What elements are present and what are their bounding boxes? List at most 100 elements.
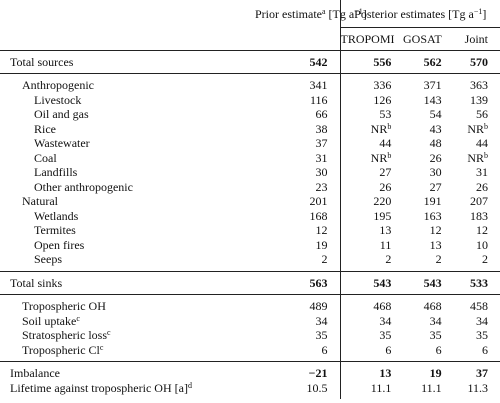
table-row: Wetlands 168 195 163 183 [0, 208, 500, 224]
cell-value: 336 [373, 78, 392, 93]
posterior-value: 12 [447, 223, 500, 238]
cell-value: 11.1 [370, 380, 392, 395]
cell-value: 458 [470, 299, 488, 314]
cell-value: 191 [423, 194, 442, 209]
posterior-value: 35 [393, 328, 446, 343]
label-text: Tropospheric OH [22, 299, 106, 314]
label-text: Anthropogenic [22, 78, 94, 93]
cell-text: NR [467, 150, 484, 165]
prior-header: Prior estimatea [Tg a−1] [255, 0, 367, 28]
label-text: Landfills [34, 165, 78, 180]
label-text: Total sinks [10, 275, 63, 290]
cell-value: 563 [309, 275, 328, 290]
prior-value: 66 [255, 107, 340, 122]
posterior-value: 163 [393, 209, 446, 224]
row-label: Oil and gas [0, 107, 255, 122]
prior-value: 341 [255, 74, 340, 93]
table-row: Stratospheric lossc 35 35 35 35 [0, 328, 500, 343]
row-label: Seeps [0, 252, 255, 272]
posterior-value: NRb [447, 151, 500, 166]
posterior-value: 2 [339, 252, 394, 272]
posterior-value: 54 [393, 107, 446, 122]
column-header: Joint [446, 27, 500, 51]
table-row: Rice 38 NRb 43 NRb [0, 121, 500, 137]
table-row: Coal 31 NRb 26 NRb [0, 150, 500, 166]
cell-value: 34 [379, 313, 392, 328]
cell-value: 139 [470, 92, 488, 107]
cell-value: 19 [315, 237, 328, 252]
label-text: Soil uptake [22, 313, 77, 328]
row-label: Wetlands [0, 209, 255, 224]
posterior-value: 10 [447, 238, 500, 253]
cell-value: 30 [429, 165, 442, 180]
label-text: Natural [22, 194, 58, 209]
cell-value: 12 [315, 223, 328, 238]
cell-value: 48 [429, 136, 442, 151]
cell-value: 6 [435, 342, 442, 357]
posterior-value: 37 [447, 362, 500, 381]
cell-value: 35 [315, 328, 328, 343]
label-text: Tropospheric Cl [22, 342, 100, 357]
table-row: Total sinks 563 543 543 533 [0, 271, 500, 295]
table-row: Oil and gas 66 53 54 56 [0, 107, 500, 122]
cell-value: 10.5 [306, 380, 328, 395]
posterior-value: 143 [393, 93, 446, 108]
posterior-value: 35 [339, 328, 394, 343]
label-text: Wastewater [34, 136, 90, 151]
cell-value: 38 [315, 121, 328, 136]
cell-value: 31 [315, 150, 328, 165]
header-text: Prior estimate [255, 6, 322, 21]
posterior-value: 53 [339, 107, 394, 122]
cell-text: NR [370, 121, 388, 136]
posterior-value: 363 [447, 74, 500, 93]
row-label: Rice [0, 122, 255, 137]
cell-value: 23 [315, 179, 328, 194]
posterior-value: 26 [393, 151, 446, 166]
footnote-mark: c [76, 313, 80, 323]
table-row: Tropospheric Clc 6 6 6 6 [0, 342, 500, 362]
cell-value: 37 [315, 136, 328, 151]
posterior-value: 31 [447, 165, 500, 180]
cell-value: 43 [429, 121, 442, 136]
prior-value: 116 [255, 93, 340, 108]
table-row: Other anthropogenic 23 26 27 26 [0, 179, 500, 195]
label-text: Lifetime against tropospheric OH [a] [10, 380, 188, 395]
posterior-value: 43 [393, 122, 446, 137]
label-text: Stratospheric loss [22, 328, 107, 343]
posterior-value: 13 [339, 223, 394, 238]
cell-value: 201 [309, 194, 328, 209]
cell-value: 570 [470, 54, 488, 69]
cell-value: 56 [476, 107, 488, 122]
cell-value: 183 [470, 208, 488, 223]
cell-value: 19 [429, 366, 442, 381]
table-row: Imbalance −21 13 19 37 [0, 361, 500, 381]
cell-text: NR [467, 121, 484, 136]
posterior-value: 11.3 [447, 381, 500, 400]
footnote-mark: c [107, 328, 111, 338]
cell-value: 54 [429, 107, 442, 122]
column-header: GOSAT [393, 27, 447, 51]
prior-value: 563 [255, 271, 340, 295]
posterior-value: 56 [447, 107, 500, 122]
cell-value: 10 [476, 237, 488, 252]
posterior-value: 19 [393, 362, 446, 381]
corner [0, 27, 255, 51]
cell-value: 13 [379, 223, 392, 238]
row-label: Other anthropogenic [0, 180, 255, 195]
prior-value: 168 [255, 209, 340, 224]
footnote-mark: b [387, 150, 392, 160]
row-label: Tropospheric OH [0, 295, 255, 314]
table-row: Wastewater 37 44 48 44 [0, 136, 500, 151]
cell-value: 126 [373, 92, 392, 107]
cell-value: 116 [309, 92, 328, 107]
cell-value: 556 [373, 54, 392, 69]
cell-value: 562 [423, 54, 442, 69]
posterior-value: 562 [393, 50, 447, 74]
label-text: Rice [34, 121, 56, 136]
cell-value: 35 [476, 328, 488, 343]
posterior-value: 207 [447, 194, 500, 209]
posterior-value: 468 [339, 294, 394, 314]
footnote-mark: b [387, 121, 392, 131]
prior-value: 34 [255, 314, 340, 329]
